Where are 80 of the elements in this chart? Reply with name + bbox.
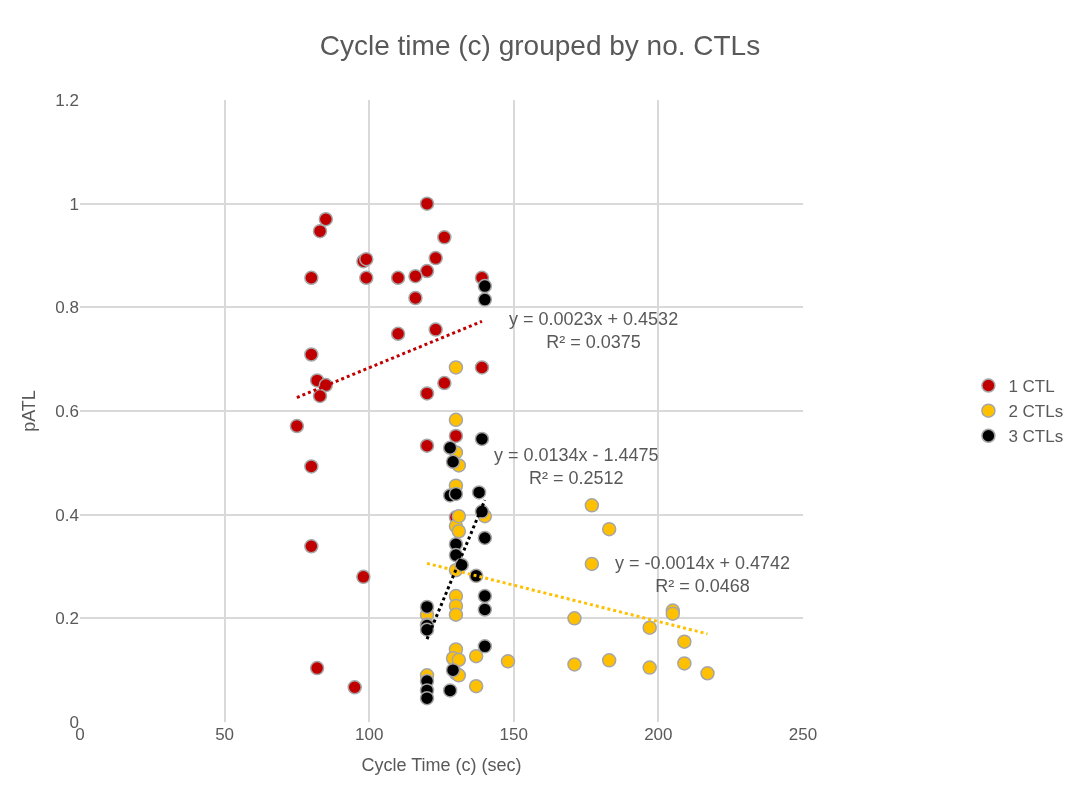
point — [451, 524, 467, 539]
legend-label: 2 CTLs — [1008, 402, 1064, 422]
point — [304, 347, 319, 362]
point — [445, 662, 461, 678]
point — [451, 652, 467, 668]
point — [471, 485, 487, 500]
point — [500, 654, 516, 669]
annotation: y = 0.0023x + 0.4532 R² = 0.0375 — [509, 309, 679, 353]
annotation: y = -0.0014x + 0.4742 R² = 0.0468 — [615, 553, 791, 597]
point — [318, 211, 334, 227]
x-tick-label: 50 — [215, 725, 235, 744]
y-tick-label: 1.2 — [55, 90, 79, 110]
point — [477, 588, 493, 604]
point — [408, 268, 423, 284]
point — [601, 521, 617, 537]
annotation: y = 0.0134x - 1.4475 R² = 0.2512 — [494, 445, 659, 489]
point — [567, 611, 582, 626]
point — [359, 270, 374, 286]
point — [390, 270, 406, 286]
y-tick-label: 0.8 — [55, 298, 79, 318]
legend-label: 3 CTLs — [1008, 427, 1064, 447]
point — [304, 459, 319, 474]
point — [304, 539, 319, 554]
point — [390, 326, 406, 342]
point — [477, 278, 493, 294]
point — [584, 556, 600, 572]
x-axis-title: Cycle Time (c) (sec) — [361, 755, 522, 776]
point — [347, 680, 362, 695]
y-tick-label: 0.2 — [55, 609, 79, 629]
point — [474, 360, 490, 375]
point — [437, 375, 452, 391]
point — [448, 412, 464, 428]
point — [304, 270, 319, 286]
point — [477, 530, 493, 546]
point — [468, 648, 484, 664]
x-tick-label: 100 — [354, 725, 384, 744]
point — [442, 683, 458, 698]
point — [601, 653, 617, 668]
point — [445, 454, 461, 470]
x-tick-label: 150 — [499, 725, 528, 744]
point — [584, 498, 600, 513]
y-tick-label: 0.6 — [55, 401, 79, 421]
point — [477, 639, 493, 654]
point — [419, 690, 435, 706]
point — [289, 418, 305, 434]
point — [419, 386, 435, 401]
point — [642, 660, 657, 675]
point — [309, 660, 325, 676]
point — [567, 657, 582, 672]
point — [408, 290, 423, 306]
point — [468, 678, 484, 694]
point — [442, 440, 458, 456]
point — [477, 292, 493, 307]
point — [448, 486, 464, 502]
point — [356, 569, 371, 585]
point — [642, 620, 657, 635]
point — [448, 428, 464, 444]
point — [477, 602, 493, 617]
legend-label: 1 CTL — [1008, 377, 1055, 397]
chart-title: Cycle time (c) grouped by no. CTLs — [319, 30, 761, 62]
point — [677, 656, 692, 671]
point — [419, 438, 435, 453]
point — [448, 607, 464, 622]
point — [428, 322, 443, 337]
point — [437, 230, 452, 245]
point — [474, 431, 490, 447]
point — [448, 360, 464, 375]
point — [419, 196, 435, 211]
point — [700, 666, 715, 681]
x-tick-label: 200 — [644, 725, 673, 744]
point — [312, 223, 328, 239]
y-tick-label: 0.4 — [55, 505, 79, 525]
x-tick-label: 250 — [788, 725, 818, 744]
y-axis-title: pATL — [18, 390, 39, 432]
point — [312, 388, 328, 404]
y-tick-label: 1 — [69, 194, 79, 214]
point — [677, 634, 692, 649]
point — [428, 250, 443, 266]
point — [419, 599, 435, 615]
point — [419, 263, 435, 279]
